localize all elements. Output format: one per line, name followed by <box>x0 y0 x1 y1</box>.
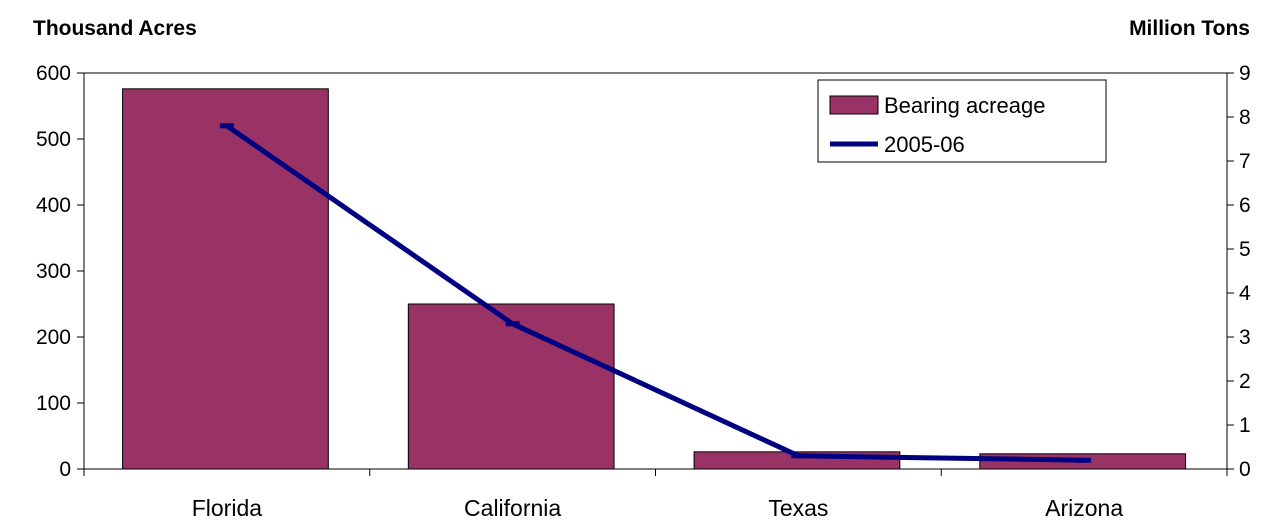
left-axis-title: Thousand Acres <box>33 17 197 40</box>
x-axis: Florida California Texas Arizona <box>83 469 1228 520</box>
legend-label-2005-06: 2005-06 <box>884 132 965 157</box>
left-tick-label: 100 <box>36 392 71 415</box>
right-tick-label: 5 <box>1239 238 1251 261</box>
right-tick-label: 2 <box>1239 370 1251 393</box>
left-tick-label: 600 <box>36 62 71 85</box>
right-axis: 0 1 2 3 4 5 6 7 8 9 <box>1227 62 1251 481</box>
category-label-florida: Florida <box>192 495 263 520</box>
category-label-california: California <box>464 495 561 520</box>
right-tick-label: 1 <box>1239 414 1251 437</box>
right-axis-title: Million Tons <box>1129 17 1250 40</box>
legend-label-bearing-acreage: Bearing acreage <box>884 93 1045 118</box>
legend-box <box>817 79 1107 163</box>
left-tick-label: 300 <box>36 260 71 283</box>
right-tick-label: 3 <box>1239 326 1251 349</box>
left-tick-label: 200 <box>36 326 71 349</box>
right-tick-label: 9 <box>1239 62 1251 85</box>
line-2005-06 <box>225 123 1085 463</box>
bar-california <box>407 303 615 470</box>
category-label-texas: Texas <box>768 495 828 520</box>
line-series <box>219 123 1092 463</box>
right-tick-label: 4 <box>1239 282 1251 305</box>
right-tick-label: 7 <box>1239 150 1251 173</box>
right-tick-label: 6 <box>1239 194 1251 217</box>
right-tick-label: 8 <box>1239 106 1251 129</box>
left-tick-label: 400 <box>36 194 71 217</box>
left-tick-label: 0 <box>59 458 71 481</box>
legend-swatch-bar <box>829 95 879 115</box>
right-tick-label: 0 <box>1239 458 1251 481</box>
left-axis: 0 100 200 300 400 500 600 <box>36 62 84 481</box>
category-label-arizona: Arizona <box>1045 495 1123 520</box>
left-tick-label: 500 <box>36 128 71 151</box>
bar-florida <box>122 88 329 470</box>
legend: Bearing acreage 2005-06 <box>817 79 1107 163</box>
